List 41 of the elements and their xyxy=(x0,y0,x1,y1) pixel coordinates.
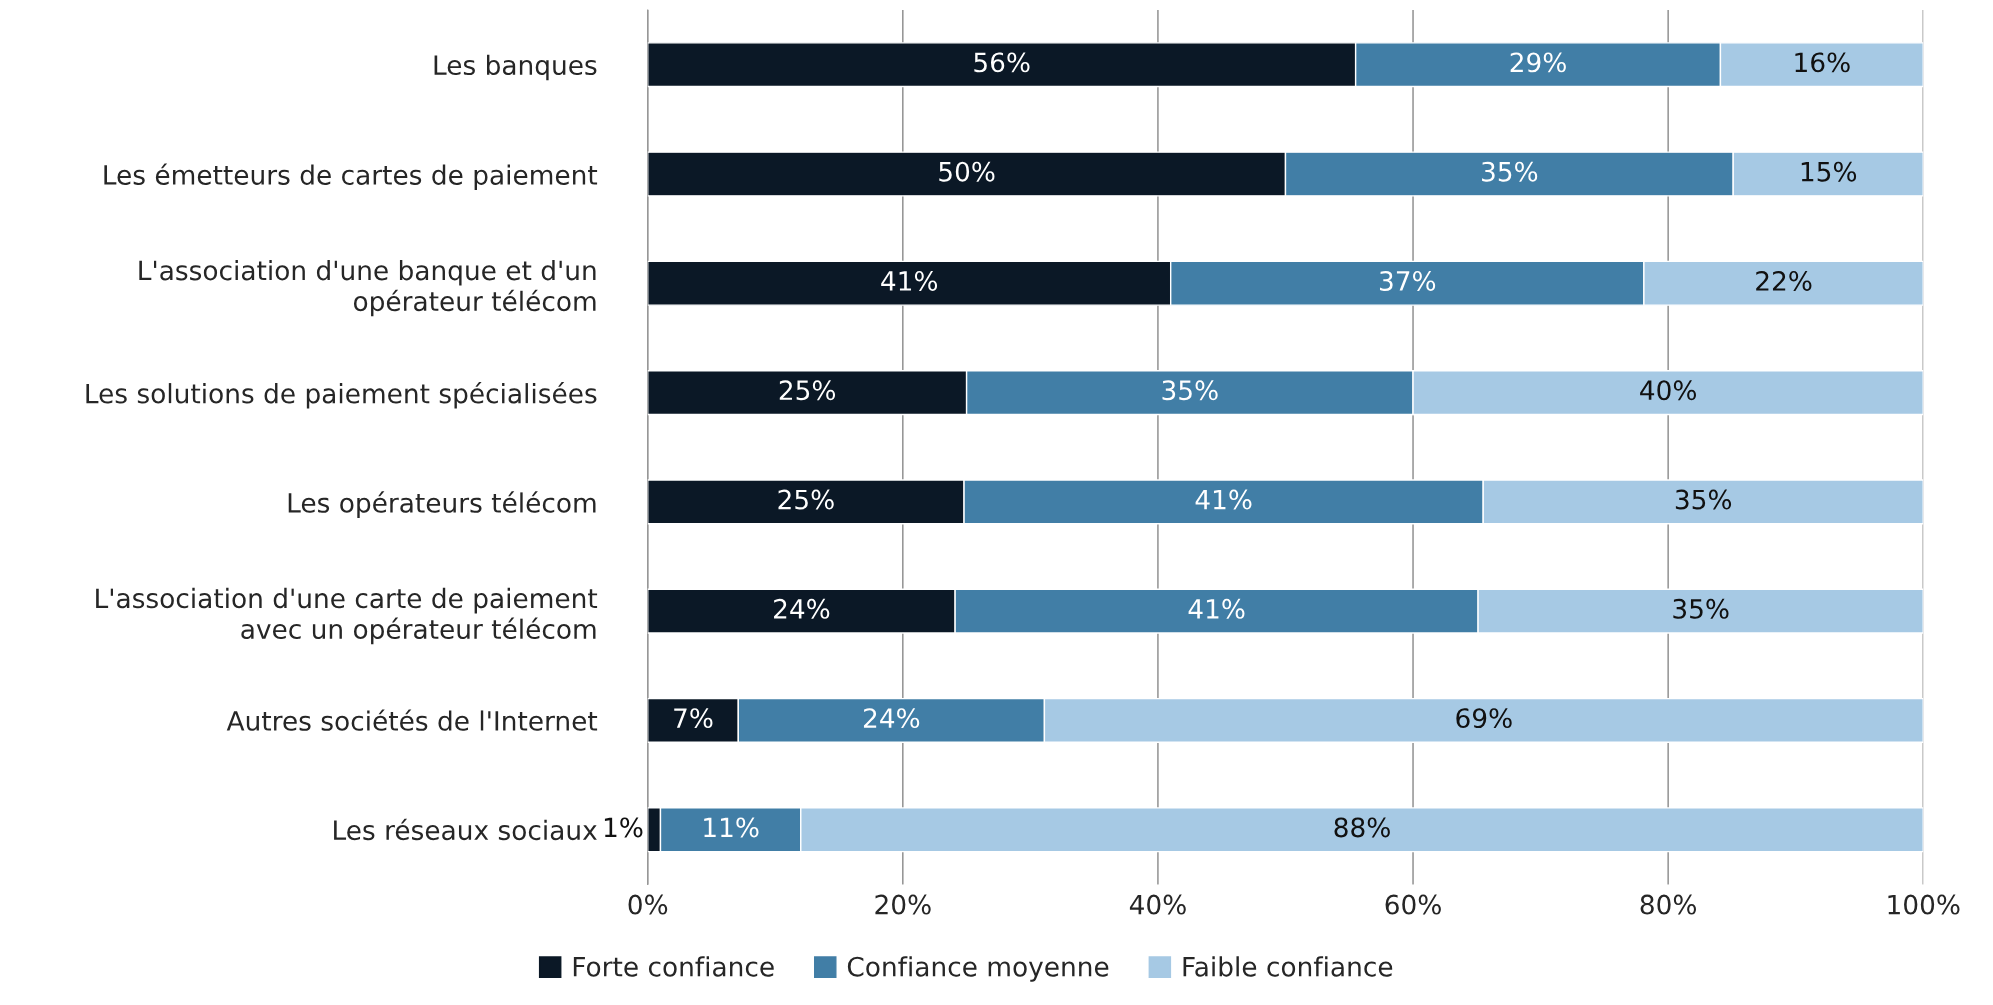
data-label: 11% xyxy=(704,817,759,838)
x-tick-label: 0% xyxy=(628,894,668,915)
y-tick-label: Les opérateurs télécom xyxy=(288,491,596,518)
data-label: 15% xyxy=(1801,161,1857,182)
data-label: 35% xyxy=(1673,598,1729,619)
y-tick-label: Les solutions de paiement spécialisées xyxy=(86,382,597,409)
y-tick-label: Les émetteurs de cartes de paiement xyxy=(104,163,598,191)
data-label: 22% xyxy=(1756,270,1812,291)
data-label: 29% xyxy=(1510,52,1566,73)
data-label: 7% xyxy=(674,708,713,729)
data-label: 16% xyxy=(1795,52,1850,73)
x-tick-label: 40% xyxy=(1129,894,1186,915)
x-tick-label: 20% xyxy=(875,894,931,915)
legend-label: Faible confiance xyxy=(1183,956,1393,977)
legend-label: Forte confiance xyxy=(573,956,774,977)
legend-label: Confiance moyenne xyxy=(847,956,1109,982)
y-tick-label: Autres sociétés de l'Internet xyxy=(226,709,598,731)
data-label: 88% xyxy=(1334,817,1390,838)
data-label: 41% xyxy=(881,270,938,291)
data-label: 69% xyxy=(1456,708,1512,729)
data-label: 1% xyxy=(604,817,643,838)
data-label: 41% xyxy=(1195,489,1252,510)
y-tick-label: L'association d'une carte de paiement avec un opérateur télécom xyxy=(96,587,598,645)
data-label: 24% xyxy=(863,708,920,729)
data-label: 37% xyxy=(1379,270,1436,291)
data-label: 25% xyxy=(778,489,834,510)
y-tick-label: L'association d'une banque et d'un opérateur télécom xyxy=(139,259,596,317)
data-label: 50% xyxy=(939,161,995,182)
x-tick-label: 60% xyxy=(1385,894,1441,915)
data-label: 41% xyxy=(1188,598,1245,619)
data-label: 56% xyxy=(974,52,1030,73)
x-tick-label: 100% xyxy=(1888,894,1960,915)
data-label: 40% xyxy=(1640,380,1697,401)
data-label: 35% xyxy=(1675,489,1732,510)
x-tick-label: 80% xyxy=(1640,894,1697,915)
y-tick-label: Les banques xyxy=(434,54,597,81)
data-label: 24% xyxy=(774,598,830,619)
y-tick-label: Les réseaux sociaux xyxy=(334,818,597,841)
data-label: 25% xyxy=(779,380,836,401)
data-label: 35% xyxy=(1482,161,1538,182)
data-label: 35% xyxy=(1162,380,1218,401)
